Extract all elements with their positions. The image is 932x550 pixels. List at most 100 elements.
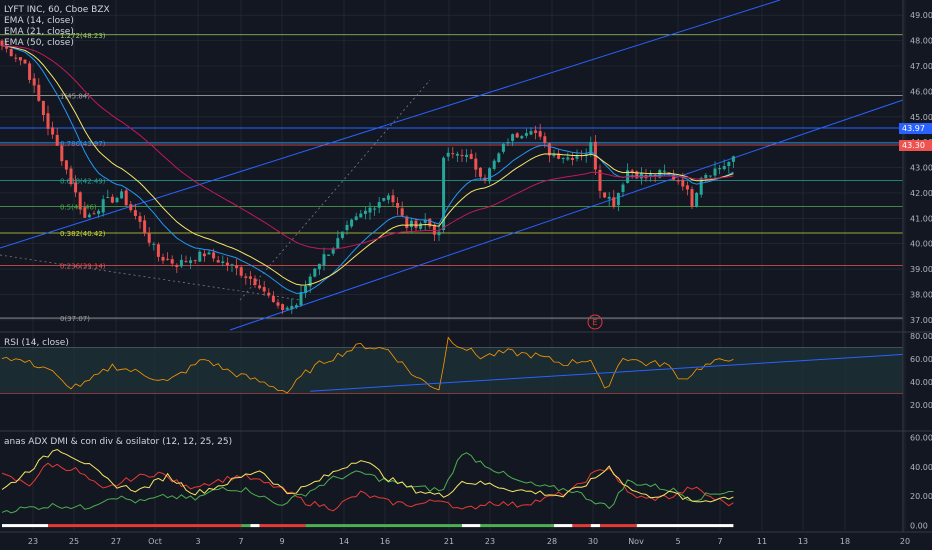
candle-body [41,100,45,116]
candle-body [327,254,331,256]
candle-body [69,168,73,185]
earnings-event-icon[interactable] [587,314,603,330]
adx-tick-label: 60.00 [910,433,932,442]
candle-body [120,191,124,199]
candle-body [285,307,289,310]
adx-tick-label: 20.00 [910,492,932,501]
candle-body [368,207,372,213]
candle-body [87,214,91,218]
candle-body [290,305,294,310]
rsi-pane [0,336,904,394]
candle-body [455,153,459,156]
candle-body [175,264,179,268]
candle-body [55,134,59,146]
candle-body [534,130,538,133]
signal-bar-segment [48,524,242,528]
axes: 37.0038.0039.0040.0041.0042.0043.0044.00… [28,0,932,546]
adx-pane [1,448,734,528]
fib-level-label: 1.272(48.23) [60,32,106,40]
candle-body [451,153,455,155]
adx-pane-title[interactable]: anas ADX DMI & con div & osilator (12, 1… [4,437,233,447]
candle-body [488,168,492,182]
signal-bar-segment [250,524,260,528]
candle-body [189,260,193,264]
candle-body [198,251,202,262]
ema50-legend[interactable]: EMA (50, close) [4,38,74,48]
candle-body [202,253,206,257]
candle-body [432,224,436,235]
fib-level-label: 0.236(39.14) [60,263,106,271]
candle-body [0,40,4,46]
dashed-projection-line [0,254,301,301]
candle-body [727,162,731,167]
rsi-trendline [310,353,904,392]
candle-body [354,216,358,220]
time-tick-label: 23 [28,537,38,546]
upper-channel-line [0,0,781,249]
candle-body [672,174,676,180]
candle-body [543,136,547,143]
candle-body [350,219,354,227]
candle-body [529,131,533,135]
candle-body [497,153,501,163]
candle-body [244,276,248,278]
candle-body [561,158,565,160]
candle-body [9,49,13,57]
ema21-line [1,45,734,286]
candle-body [621,184,625,192]
candle-body [405,216,409,228]
time-tick-label: 18 [840,537,850,546]
signal-bar-segment [259,524,306,528]
candle-body [133,210,137,216]
price-tick-label: 38.00 [910,290,932,299]
time-tick-label: 20 [900,537,910,546]
candle-body [225,262,229,266]
fib-level-label: 0.5(41.46) [60,204,97,212]
candle-body [262,287,266,292]
candle-body [460,154,464,156]
candle-body [115,197,119,203]
candle-body [78,192,82,210]
candle-body [465,154,469,158]
ema14-legend[interactable]: EMA (14, close) [4,16,74,26]
candle-body [373,208,377,210]
candle-body [37,84,41,101]
candle-body [258,285,262,289]
candle-body [409,220,413,228]
candle-body [690,189,694,207]
candle-body [124,190,128,206]
candle-body [446,152,450,157]
adx-tick-label: 40.00 [910,463,932,472]
candle-body [520,136,524,139]
price-tick-label: 47.00 [910,62,932,71]
ema21-legend[interactable]: EMA (21, close) [4,27,74,37]
adx-tick-label: 0.00 [910,522,928,531]
candle-body [267,292,271,296]
candle-body [106,196,110,198]
event-marker[interactable]: E [587,314,603,330]
candle-body [547,143,551,156]
candle-body [14,57,18,59]
candle-body [722,166,726,170]
adx-line [1,448,734,503]
candle-body [598,169,602,191]
candle-body [138,216,142,222]
candle-body [708,175,712,177]
candle-body [322,254,326,266]
candle-body [308,276,312,287]
candle-body [271,295,275,303]
dashed-projection-line [239,79,431,301]
candle-body [492,160,496,169]
rsi-pane-title[interactable]: RSI (14, close) [4,338,69,348]
lower-channel-line [229,99,904,331]
price-tick-label: 43.00 [910,164,932,173]
price-tick-label: 46.00 [910,87,932,96]
candle-body [248,276,252,279]
event-marker-label: E [592,318,597,327]
candle-body [612,197,616,207]
symbol-title[interactable]: LYFT INC, 60, Cboe BZX [4,5,110,15]
candle-body [276,302,280,306]
candle-body [253,278,257,285]
time-tick-label: 28 [547,537,557,546]
